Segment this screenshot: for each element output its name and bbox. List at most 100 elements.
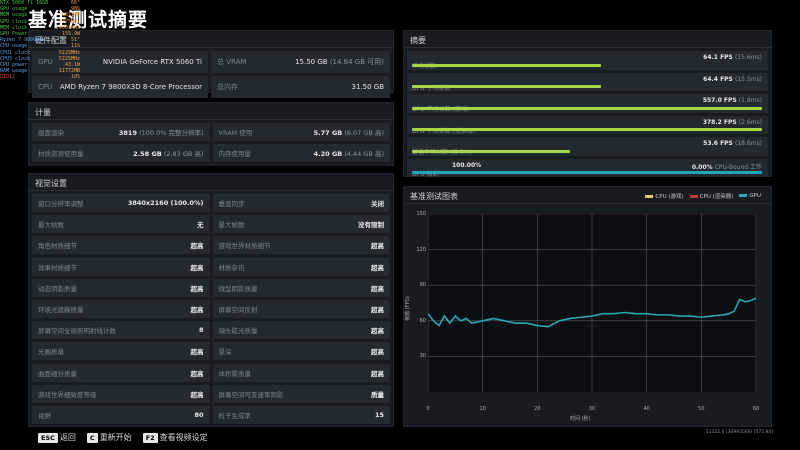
overlay-key: GPU usage [0,6,28,13]
shortcut-esc-button[interactable]: ESC 返回 [38,432,76,443]
gpu-label: GPU [38,58,53,66]
overlay-row: RAM usage 11772MB [0,68,80,74]
overlay-value: 11% [70,43,80,50]
chart-title: 基准测试图表 [404,187,771,204]
summary-fps: 557.0 FPS [702,97,737,104]
setting-cell: 环境光遮蔽质量 超高 [32,299,210,318]
setting-label: 角色材质细节 [38,242,77,251]
setting-value: 超高 [190,390,204,399]
ram-value: 31.50 GB [351,83,385,91]
y-tick-label: 60 [419,317,426,324]
setting-value: 超高 [371,242,384,251]
setting-cell: 游戏世界细致度等级 超高 [32,384,210,403]
y-tick-label: 30 [419,353,426,360]
performance-overlay: RTX 5060 Ti 16GB 66° GPU usage 98% MEM usage… [0,0,80,81]
setting-value: 无 [197,221,204,230]
summary-value: 53.6 FPS (18.6ms) [703,140,762,147]
overlay-value: 6071MB [61,12,80,19]
setting-cell: 动态阴影质量 超高 [32,278,210,297]
setting-cell: 窗口分辨率调整 3840x2160 (100.0%) [32,194,210,212]
setting-label: 效果材质细节 [38,263,77,272]
visual-settings-panel: 视觉设置 窗口分辨率调整 3840x2160 (100.0%) 垂直同步 关闭 最大帧数… [28,173,394,427]
x-tick-label: 40 [643,406,650,412]
overlay-row: MEM usage 6071MB [0,12,80,18]
shortcut-c-button[interactable]: C 重新开始 [86,432,132,443]
vram-label: 总 VRAM [217,58,247,66]
summary-value: 557.0 FPS (1.8ms) [703,97,762,104]
summary-label: 最低平均帧数 (后 5%) [412,149,473,156]
render-sub: (100.0% 完整分辨率) [139,129,204,137]
setting-label: 游戏世界细致度等级 [38,390,97,399]
setting-cell: 屏幕空间可变速率阴影 质量 [212,384,390,403]
setting-value: 没有限制 [358,221,384,230]
summary-row: GPU 平均帧数 (游戏) 557.0 FPS (1.8ms) [407,94,768,113]
overlay-value: 105 [70,74,80,81]
summary-label: 平均帧数 [412,63,437,70]
summary-label: GPU 限制 [412,170,439,178]
setting-label: 粒子生成率 [218,411,252,420]
setting-cell: 体积雾质量 超高 [212,363,390,382]
overlay-row: D3D12 105 [0,74,80,80]
setting-label: 游戏世界材质细节 [218,242,271,251]
cpu-label: CPU [38,83,53,91]
setting-label: 体积雾质量 [218,369,252,378]
setting-cell: 屏幕空间反射 超高 [212,299,390,318]
gpu-value: NVIDIA GeForce RTX 5060 Ti [102,58,202,66]
fps-line-chart [428,214,756,392]
setting-label: 屏幕空间反射 [218,305,258,314]
shortcut-label: 重新开始 [99,433,132,442]
summary-bar [412,63,601,67]
overlay-key: GPU clock [0,18,28,25]
summary-row: GPU 平均帧数 64.4 FPS (15.5ms) [407,72,768,92]
render-cell: 画面渲染 3819 (100.0% 完整分辨率) [32,123,210,141]
x-tick-label: 20 [534,406,541,412]
summary-title: 摘要 [404,31,771,48]
summary-ms: (15.5ms) [734,75,762,83]
summary-row: GPU 限制 100.00% 0.00% CPU-Bound 工作 [407,158,768,178]
metrics-panel: 计量 画面渲染 3819 (100.0% 完整分辨率) VRAM 使用 5.77 G… [28,102,394,166]
setting-label: 微型阴影质量 [218,284,258,293]
overlay-value: 14001MHz [55,24,80,31]
hardware-panel: 硬件配置 GPU NVIDIA GeForce RTX 5060 Ti 总 VRA… [28,30,394,98]
setting-label: 镜头眩光质量 [218,327,258,336]
overlay-row: CPU1 clock 5225MHz [0,50,80,56]
setting-label: 景深 [218,348,232,357]
overlay-row: CPU3 clock 5225MHz [0,56,80,62]
setting-cell: 曲面细分质量 超高 [32,363,210,382]
vram-sub: (14.84 GB 可用) [329,58,384,66]
overlay-row: CPU usage 11% [0,43,80,49]
setting-label: 最大帧数 [38,221,64,230]
setting-label: 动态阴影质量 [38,284,77,293]
setting-label: 窗口分辨率调整 [38,200,84,208]
overlay-key: CPU1 clock [0,49,31,56]
overlay-value: 66° [70,0,80,6]
legend-item: CPU (渲染器) [689,192,734,200]
legend-label: CPU (渲染器) [699,194,734,200]
summary-label: GPU 平均帧数 (渲染器) [412,127,476,135]
setting-value: 超高 [371,348,384,357]
page-title: 基准测试摘要 [28,9,149,31]
setting-value: 超高 [190,369,204,378]
setting-label: 最大帧数 [218,221,245,230]
shortcut-f2-button[interactable]: F2 查看视频设定 [142,432,208,443]
setting-cell: 最大帧数 无 [32,215,210,234]
vram-cell: 总 VRAM 15.50 GB (14.84 GB 可用) [211,51,390,73]
setting-value: 3840x2160 (100.0%) [127,199,204,207]
x-axis-label: 时间 (秒) [570,416,591,422]
setting-value: 超高 [371,327,384,336]
summary-bar [412,171,762,174]
setting-cell: 游戏世界材质细节 超高 [212,236,390,255]
y-tick-label: 90 [419,282,426,289]
setting-label: 环境光遮蔽质量 [38,305,84,314]
summary-ms: (18.6ms) [734,140,762,147]
y-tick-label: 120 [416,246,426,253]
overlay-value: 2775MHz [58,18,80,25]
summary-ms: CPU-Bound 工作 [714,163,762,171]
setting-label: 视野 [38,411,51,420]
overlay-row: Ryzen 7 9800X3D 51° [0,37,80,43]
setting-cell: 镜头眩光质量 超高 [212,321,390,340]
setting-value: 超高 [190,263,204,272]
summary-value: 64.4 FPS (15.5ms) [703,76,762,83]
vram-usage-cell: VRAM 使用 5.77 GB (6.07 GB 高) [212,123,390,141]
legend-label: GPU [749,193,761,199]
